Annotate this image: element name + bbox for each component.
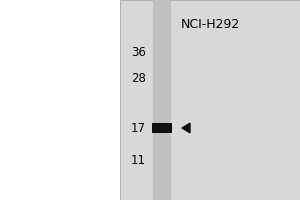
Text: 17: 17	[131, 121, 146, 134]
Text: 36: 36	[131, 46, 146, 58]
Text: 11: 11	[131, 154, 146, 166]
Text: NCI-H292: NCI-H292	[180, 18, 240, 31]
Bar	[153, 0, 171, 200]
Bar	[152, 123, 172, 133]
Text: 28: 28	[131, 72, 146, 84]
Polygon shape	[182, 123, 190, 133]
Bar	[120, 0, 300, 200]
